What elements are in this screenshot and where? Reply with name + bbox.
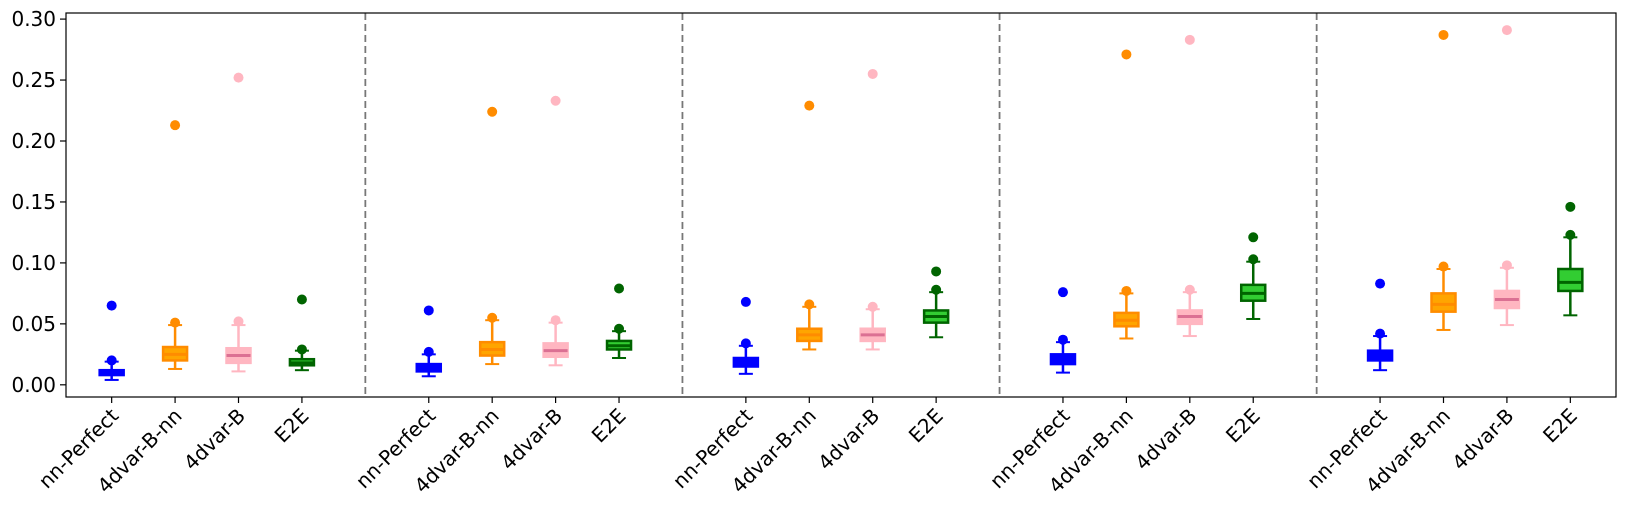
x-tick-label: E2E (1221, 404, 1265, 448)
mean-marker (106, 355, 117, 366)
mean-marker (233, 316, 244, 327)
outlier-point (614, 283, 625, 294)
outlier-point (1184, 34, 1195, 45)
outlier-point (867, 68, 878, 79)
box-e2e-group-3 (922, 266, 950, 339)
plot-frame (65, 12, 1617, 398)
y-tick-label: 0.25 (11, 68, 56, 92)
box-nn-perfect-group-3 (732, 296, 760, 375)
boxes (98, 25, 1584, 381)
mean-marker (1565, 229, 1576, 240)
box-e2e-group-5 (1557, 201, 1584, 317)
mean-marker (804, 299, 815, 310)
y-tick-label: 0.10 (11, 251, 56, 275)
mean-marker (1438, 261, 1449, 272)
x-tick-label: E2E (270, 404, 314, 448)
mean-marker (550, 315, 561, 326)
mean-marker (1057, 334, 1068, 345)
outlier-point (1501, 25, 1512, 36)
outlier-point (1248, 232, 1259, 243)
iqr-box (1430, 292, 1457, 313)
outlier-point (804, 100, 815, 111)
box-4dvar-b-group-4 (1176, 34, 1204, 338)
outlier-point (487, 106, 498, 117)
box-4dvar-b-group-2 (542, 95, 569, 367)
mean-marker (740, 338, 751, 349)
outlier-point (296, 294, 307, 305)
mean-marker (296, 344, 307, 355)
mean-marker (1375, 328, 1386, 339)
y-tick-label: 0.00 (11, 373, 56, 397)
outlier-point (170, 120, 181, 131)
box-4dvar-b-nn-group-5 (1430, 29, 1457, 331)
outlier-point (1375, 278, 1386, 289)
x-tick-label: E2E (1538, 404, 1582, 448)
box-e2e-group-4 (1239, 232, 1267, 320)
box-4dvar-b-nn-group-3 (796, 100, 823, 351)
box-e2e-group-1 (288, 294, 316, 372)
outlier-point (1565, 201, 1576, 212)
mean-marker (1184, 284, 1195, 295)
outlier-point (423, 305, 434, 316)
mean-marker (170, 317, 181, 328)
x-tick-label: 4dvar-B (179, 404, 250, 475)
outlier-point (1057, 287, 1068, 298)
box-4dvar-b-nn-group-4 (1113, 49, 1140, 340)
y-tick-label: 0.15 (11, 190, 56, 214)
mean-marker (487, 312, 498, 323)
mean-marker (423, 346, 434, 357)
outlier-point (1438, 29, 1449, 40)
mean-marker (1248, 254, 1259, 265)
box-4dvar-b-group-3 (859, 68, 886, 351)
box-e2e-group-2 (605, 283, 633, 359)
box-nn-perfect-group-1 (98, 300, 125, 381)
outlier-point (1121, 49, 1132, 60)
outlier-point (233, 72, 244, 83)
box-nn-perfect-group-4 (1049, 287, 1077, 374)
box-nn-perfect-group-2 (415, 305, 443, 378)
box-4dvar-b-group-1 (225, 72, 252, 373)
group-separators (364, 13, 1318, 397)
box-4dvar-b-group-5 (1493, 25, 1521, 327)
y-tick-label: 0.05 (11, 312, 56, 336)
mean-marker (931, 284, 942, 295)
mean-marker (614, 323, 625, 334)
x-tick-label: E2E (587, 404, 631, 448)
y-tick-label: 0.20 (11, 129, 56, 153)
tick-labels: 0.000.050.100.150.200.250.30nn-Perfect4d… (11, 7, 1581, 498)
mean-marker (1501, 260, 1512, 271)
mean-marker (1121, 285, 1132, 296)
iqr-box (1557, 267, 1584, 293)
x-tick-label: 4dvar-B (1447, 404, 1518, 475)
mean-marker (867, 301, 878, 312)
x-tick-label: E2E (904, 404, 948, 448)
y-tick-label: 0.30 (11, 7, 56, 31)
outlier-point (550, 95, 561, 106)
box-4dvar-b-nn-group-1 (161, 120, 189, 370)
outlier-point (931, 266, 942, 277)
axes (60, 12, 1617, 403)
box-nn-perfect-group-5 (1366, 278, 1394, 372)
x-tick-label: 4dvar-B (813, 404, 884, 475)
x-tick-label: 4dvar-B (1130, 404, 1201, 475)
outlier-point (740, 296, 751, 307)
box-4dvar-b-nn-group-2 (478, 106, 506, 366)
outlier-point (106, 300, 117, 311)
x-tick-label: 4dvar-B (496, 404, 567, 475)
